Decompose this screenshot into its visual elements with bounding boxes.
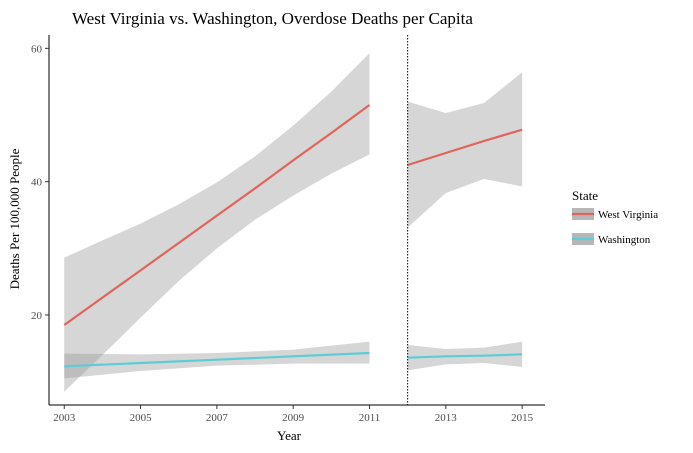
x-tick-label: 2015: [511, 412, 534, 424]
y-axis-ticks: 20 40 60: [31, 43, 49, 322]
y-tick-label: 60: [31, 43, 43, 55]
legend: State West Virginia Washington: [572, 188, 658, 246]
washington-line-2: [407, 353, 523, 359]
legend-label: Washington: [598, 234, 651, 246]
west-virginia-line-1: [63, 104, 371, 326]
y-axis-title: Deaths Per 100,000 People: [7, 148, 22, 289]
legend-items: West Virginia Washington: [572, 208, 658, 246]
x-tick-label: 2011: [359, 412, 381, 424]
x-tick-label: 2009: [282, 412, 305, 424]
y-tick-label: 40: [31, 177, 43, 189]
x-axis-title: Year: [277, 428, 302, 443]
x-tick-label: 2005: [130, 412, 153, 424]
chart-title: West Virginia vs. Washington, Overdose D…: [72, 9, 473, 28]
west-virginia-band-1: [64, 53, 370, 392]
washington-line-1: [64, 351, 370, 368]
confidence-bands: [64, 53, 523, 392]
legend-item-washington: Washington: [572, 233, 651, 246]
west-virginia-band-2: [407, 72, 523, 228]
series-lines: [63, 104, 523, 368]
legend-label: West Virginia: [598, 209, 658, 221]
x-tick-label: 2003: [53, 412, 76, 424]
x-axis-ticks: 2003 2005 2007 2009 2011 2013 2015: [53, 405, 534, 424]
x-tick-label: 2013: [435, 412, 458, 424]
x-tick-label: 2007: [206, 412, 229, 424]
legend-item-west-virginia: West Virginia: [572, 208, 658, 221]
legend-title: State: [572, 188, 598, 203]
west-virginia-line-2: [407, 128, 523, 167]
y-tick-label: 20: [31, 310, 43, 322]
